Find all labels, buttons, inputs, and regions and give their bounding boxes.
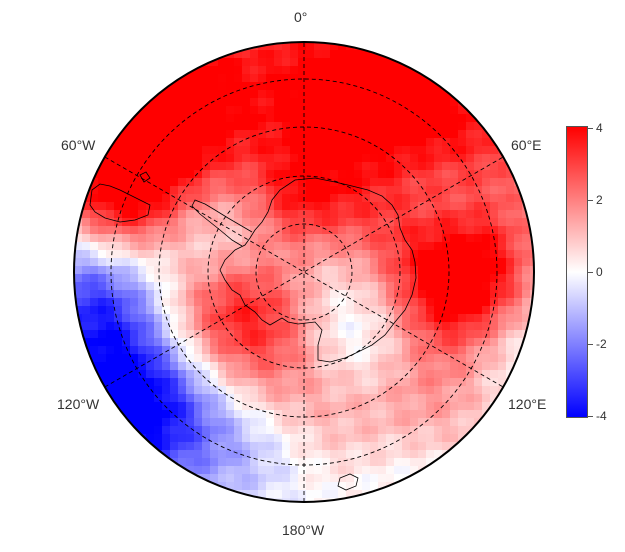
colorbar-tick-label: -4 bbox=[596, 409, 607, 423]
lon-label-0: 0° bbox=[294, 9, 308, 25]
colorbar-tick-label: 4 bbox=[596, 121, 603, 135]
colorbar-tick-label: -2 bbox=[596, 337, 607, 351]
map-boundary bbox=[73, 41, 535, 503]
antarctica-coastline bbox=[89, 171, 417, 491]
colorbar-tick bbox=[588, 128, 593, 129]
lon-label-60w: 60°W bbox=[61, 137, 96, 153]
colorbar-tick-label: 0 bbox=[596, 265, 603, 279]
lon-label-180w: 180°W bbox=[282, 522, 325, 538]
colorbar-tick bbox=[588, 272, 593, 273]
lon-label-120w: 120°W bbox=[57, 396, 100, 412]
colorbar-tick-label: 2 bbox=[596, 193, 603, 207]
lon-label-60e: 60°E bbox=[511, 137, 542, 153]
colorbar-tick bbox=[588, 416, 593, 417]
colorbar-tick bbox=[588, 200, 593, 201]
colorbar-tick bbox=[588, 344, 593, 345]
graticule bbox=[104, 42, 504, 502]
lon-label-120e: 120°E bbox=[508, 396, 547, 412]
colorbar bbox=[566, 126, 588, 418]
